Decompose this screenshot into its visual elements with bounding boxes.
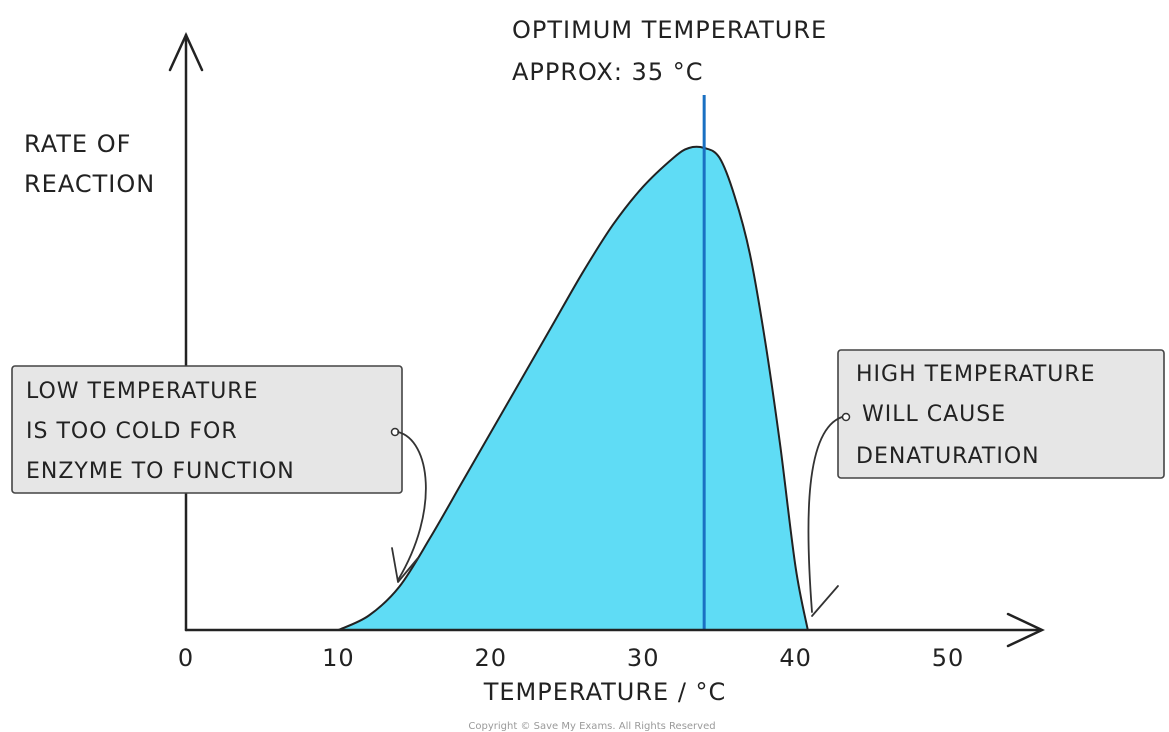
low-callout-leader: [397, 431, 427, 581]
high-callout-box: [837, 349, 1165, 479]
optimum-label-line-1: OPTIMUM TEMPERATURE: [512, 16, 827, 44]
low-callout-arrowhead: [391, 547, 419, 583]
x-tick-label-50: 50: [932, 644, 965, 672]
x-tick-label-20: 20: [475, 644, 508, 672]
x-tick-label-0: 0: [178, 644, 194, 672]
x-tick-label-10: 10: [322, 644, 355, 672]
low-callout-line-3: ENZYME TO FUNCTION: [26, 459, 295, 484]
low-callout-line-1: LOW TEMPERATURE: [26, 379, 259, 404]
x-tick-label-40: 40: [779, 644, 812, 672]
rate-curve-area: [338, 146, 808, 630]
optimum-label-line-2: APPROX: 35 °C: [512, 58, 703, 86]
low-callout-line-2: IS TOO COLD FOR: [26, 419, 238, 444]
high-callout-leader: [807, 416, 843, 613]
high-callout-line-2: WILL CAUSE: [862, 402, 1006, 427]
high-callout-line-3: DENATURATION: [856, 444, 1040, 469]
high-temperature-callout: HIGH TEMPERATURE WILL CAUSE DENATURATION: [807, 349, 1165, 617]
x-tick-label-30: 30: [627, 644, 660, 672]
y-axis-label-line-1: RATE OF: [24, 130, 131, 158]
x-axis-arrowhead: [1006, 612, 1045, 648]
y-axis-label-line-2: REACTION: [24, 170, 155, 198]
rate-curve-line: [337, 145, 809, 631]
low-temperature-callout: LOW TEMPERATURE IS TOO COLD FOR ENZYME T…: [11, 365, 427, 583]
low-callout-box: [11, 365, 403, 494]
x-axis-label: TEMPERATURE / °C: [483, 678, 727, 706]
high-callout-arrowhead: [811, 585, 839, 617]
high-callout-dot: [841, 412, 851, 422]
high-callout-line-1: HIGH TEMPERATURE: [856, 362, 1096, 387]
y-axis-arrowhead: [168, 31, 204, 72]
copyright-text: Copyright © Save My Exams. All Rights Re…: [468, 721, 715, 732]
x-tick-labels: 0 10 20 30 40 50: [178, 644, 965, 672]
